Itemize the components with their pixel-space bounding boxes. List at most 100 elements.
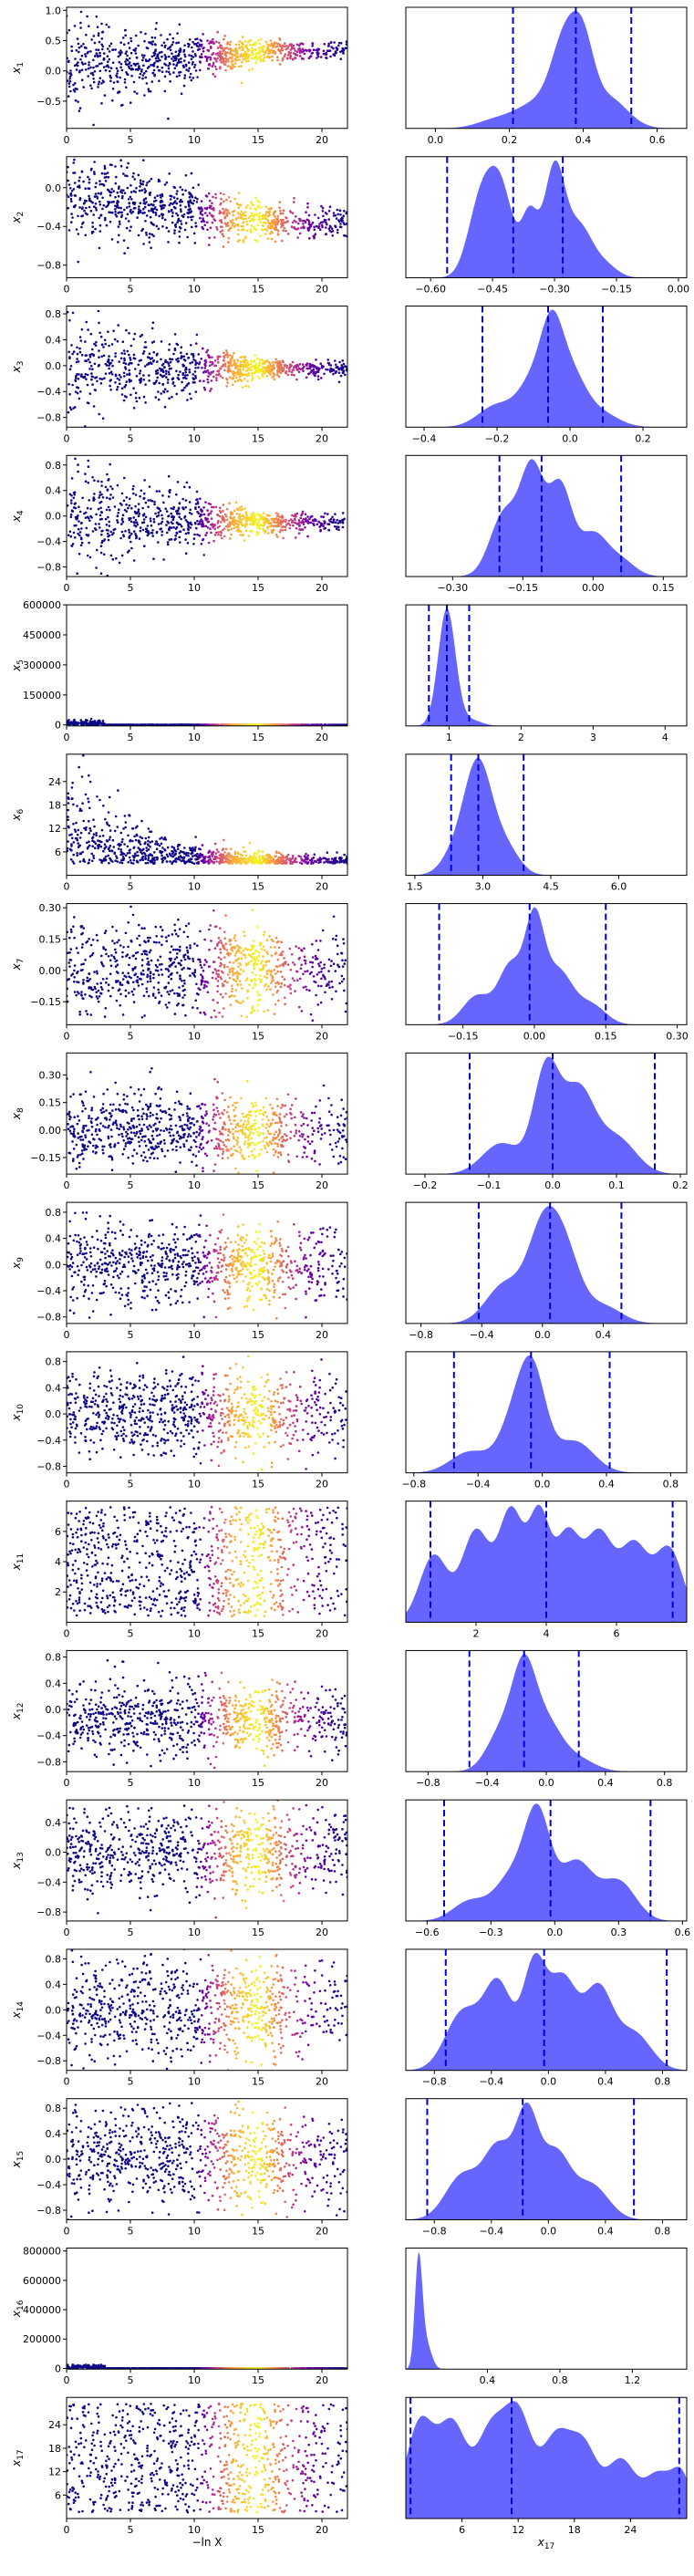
trace-point [224,513,227,516]
trace-point [213,527,216,531]
trace-point [78,206,81,209]
trace-point [99,506,102,510]
trace-point [171,515,173,518]
trace-point [239,518,243,522]
trace-point [179,541,181,544]
trace-point [234,43,238,47]
trace-point [131,201,135,204]
trace-point [240,65,243,68]
trace-point [302,223,305,225]
trace-point [336,518,339,522]
trace-point [129,183,132,187]
trace-point [132,492,135,495]
trace-point [213,524,217,526]
trace-point [217,531,220,534]
trace-point [138,723,141,726]
trace-point [192,373,195,376]
trace-point [210,370,212,374]
trace-point [155,514,159,518]
trace-point [266,219,270,223]
trace-point [106,171,109,174]
trace-point [77,532,79,535]
trace-point [75,377,78,379]
trace-point [119,53,122,57]
trace-point [190,218,193,222]
trace-point [230,513,233,516]
trace-point [147,361,150,365]
trace-point [169,358,171,360]
trace-point [319,528,322,532]
trace-point [109,193,112,197]
trace-point [257,531,260,535]
trace-point [210,531,212,535]
trace-point [116,339,119,343]
trace-point [185,368,188,371]
trace-point [134,518,138,522]
trace-point [208,204,212,208]
trace-point [302,225,306,228]
trace-point [94,185,97,189]
trace-point [297,519,301,522]
trace-point [274,517,278,520]
trace-point [224,60,228,64]
trace-point [108,824,110,827]
trace-point [95,340,98,344]
trace-point [294,53,297,57]
trace-point [232,49,234,52]
trace-point [208,56,212,59]
trace-point [264,49,267,53]
trace-point [139,526,142,529]
trace-point [173,348,177,352]
trace-point [79,10,83,14]
trace-point [98,77,102,79]
trace-point [194,846,197,849]
trace-point [102,80,105,84]
trace-point [79,719,83,722]
trace-point [296,364,299,368]
trace-point [247,371,250,375]
trace-point [154,57,158,60]
trace-frame [66,604,348,727]
trace-point [169,194,171,197]
trace-point [91,375,95,379]
trace-point [88,858,91,861]
trace-point [89,84,92,88]
trace-point [258,42,262,46]
trace-point [206,380,210,384]
trace-point [109,508,111,512]
kde-axes: −0.60 −0.45 −0.30 −0.15 0.00 [405,156,689,296]
trace-point [78,534,81,537]
trace-point [179,723,181,726]
trace-point [250,519,253,522]
trace-point [145,201,148,203]
trace-point [173,384,176,388]
trace-point [92,405,96,408]
trace-point [202,537,205,541]
trace-point [337,41,341,45]
trace-point [323,372,326,376]
trace-point [316,523,319,526]
trace-point [243,211,247,213]
trace-point [202,47,205,49]
trace-point [168,538,171,541]
trace-point [148,374,150,377]
trace-point [258,56,262,59]
trace-point [250,57,254,60]
trace-point [248,54,252,57]
trace-point [241,216,243,220]
trace-point [108,355,110,358]
trace-point [339,42,343,45]
trace-point [269,373,272,376]
trace-point [199,68,202,72]
trace-point [206,39,209,42]
trace-point [169,73,171,76]
trace-point [208,212,212,214]
trace-point [68,357,71,360]
trace-point [144,836,148,840]
trace-point [237,216,241,219]
trace-point [161,213,163,215]
trace-point [193,53,197,56]
trace-point [181,192,184,196]
trace-point [220,61,223,64]
trace-point [316,52,319,55]
